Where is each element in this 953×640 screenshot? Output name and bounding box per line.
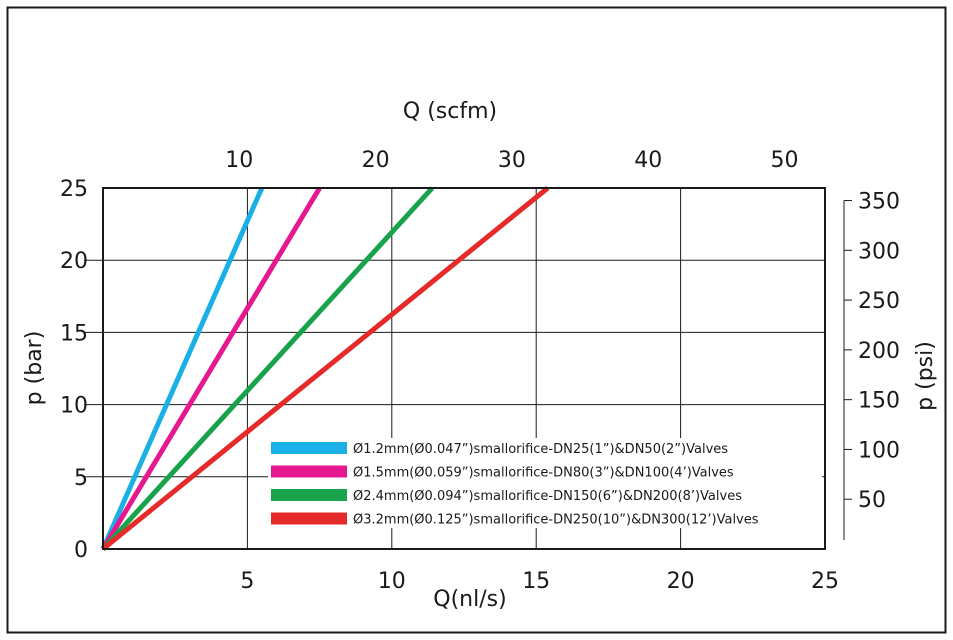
legend-label: Ø1.5mm(Ø0.059”)smallorifice-DN80(3”)&DN1… (353, 466, 734, 481)
y-left-tick-label: 10 (60, 394, 88, 419)
top-axis-title: Q (scfm) (403, 99, 497, 124)
y-right-tick-label: 350 (858, 190, 900, 215)
right-axis (843, 200, 852, 540)
legend-swatch (271, 489, 347, 501)
legend-label: Ø2.4mm(Ø0.094”)smallorifice-DN150(6”)&DN… (353, 489, 742, 504)
legend-swatch (271, 465, 347, 478)
y-left-tick-label: 5 (74, 466, 88, 491)
y-right-tick-label: 150 (858, 389, 900, 414)
y-right-tick-label: 200 (858, 339, 900, 364)
legend-label: Ø3.2mm(Ø0.125”)smallorifice-DN250(10”)&D… (353, 513, 759, 528)
series-line-3 (101, 186, 435, 551)
series-line-1 (100, 186, 265, 551)
left-axis-title: p (bar) (22, 331, 47, 406)
bottom-axis-title: Q(nl/s) (433, 587, 506, 612)
y-left-tick-label: 20 (60, 249, 88, 274)
x-bottom-tick-label: 10 (378, 569, 406, 594)
x-top-tick-label: 50 (771, 148, 799, 173)
x-top-tick-label: 10 (225, 148, 253, 173)
y-right-tick-label: 100 (858, 438, 900, 463)
x-top-tick-label: 20 (362, 148, 390, 173)
outer-frame (6, 6, 947, 634)
x-top-tick-label: 40 (634, 148, 662, 173)
y-left-tick-label: 0 (74, 538, 88, 563)
x-bottom-tick-label: 20 (667, 569, 695, 594)
x-top-tick-label: 30 (498, 148, 526, 173)
legend-label: Ø1.2mm(Ø0.047”)smallorifice-DN25(1”)&DN5… (353, 442, 728, 457)
series-layer (100, 186, 550, 551)
legend-swatch (271, 512, 347, 525)
x-bottom-tick-label: 5 (240, 569, 254, 594)
x-bottom-tick-label: 15 (522, 569, 550, 594)
y-right-tick-label: 300 (858, 239, 900, 264)
legend-background (268, 438, 822, 528)
right-axis-title: p (psi) (913, 341, 938, 411)
x-bottom-tick-label: 25 (811, 569, 839, 594)
legend: Ø1.2mm(Ø0.047”)smallorifice-DN25(1”)&DN5… (268, 438, 822, 528)
plot-border (102, 187, 826, 550)
y-right-tick-label: 50 (858, 488, 886, 513)
series-line-4 (101, 186, 550, 551)
y-left-tick-label: 15 (60, 321, 88, 346)
y-left-tick-label: 25 (60, 177, 88, 202)
series-line-2 (100, 186, 322, 551)
legend-swatch (271, 442, 347, 454)
y-right-tick-label: 250 (858, 289, 900, 314)
